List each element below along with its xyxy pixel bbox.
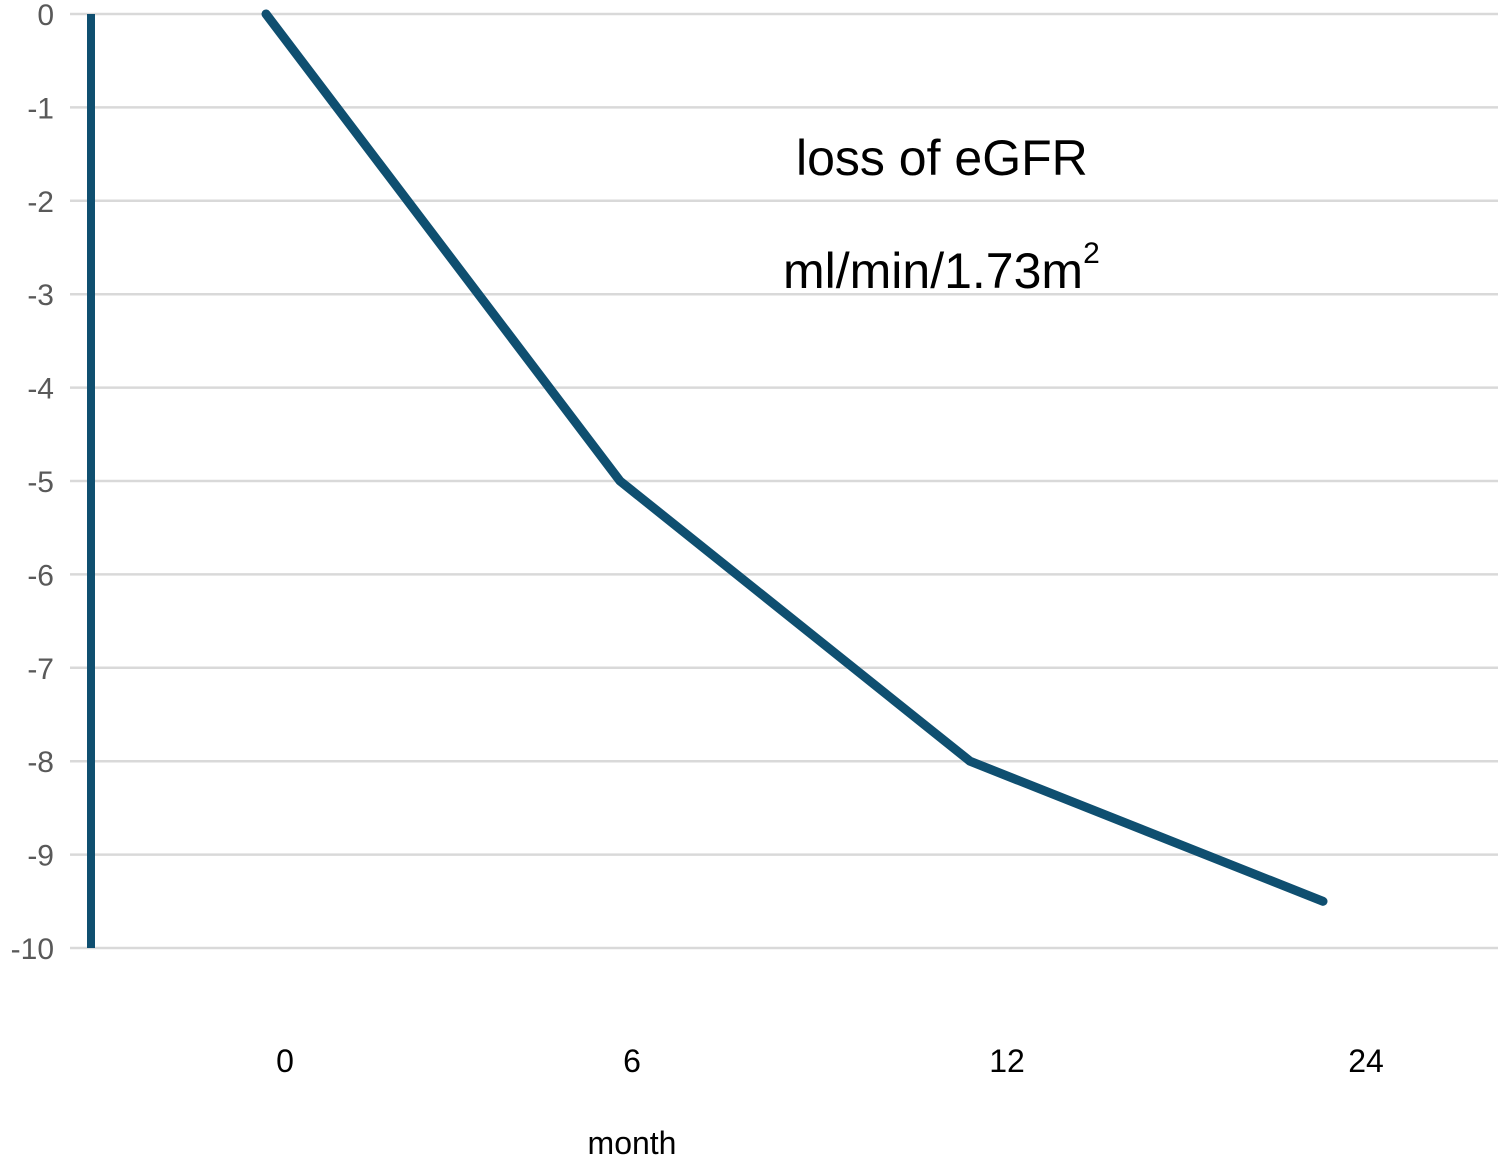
annotation-unit-base: ml/min/1.73m xyxy=(783,243,1083,299)
y-axis-ticks: 0 -1 -2 -3 -4 -5 -6 -7 -8 -9 -10 xyxy=(11,0,54,966)
x-tick-label: 12 xyxy=(989,1043,1025,1079)
y-tick-label: -5 xyxy=(27,466,54,499)
y-tick-label: -9 xyxy=(27,840,54,873)
gridlines xyxy=(70,12,1498,950)
y-tick-label: 0 xyxy=(37,0,54,32)
series-layer xyxy=(261,9,1328,906)
series-line xyxy=(261,9,1328,906)
x-tick-label: 0 xyxy=(276,1043,294,1079)
y-tick-label: -1 xyxy=(27,92,54,125)
annotation-unit: ml/min/1.73m2 xyxy=(783,237,1100,299)
y-tick-label: -8 xyxy=(27,746,54,779)
y-tick-label: -4 xyxy=(27,373,54,406)
y-tick-label: -10 xyxy=(11,933,54,966)
x-tick-label: 6 xyxy=(623,1043,641,1079)
y-tick-label: -2 xyxy=(27,186,54,219)
y-tick-label: -7 xyxy=(27,653,54,686)
y-tick-label: -3 xyxy=(27,279,54,312)
x-tick-label: 24 xyxy=(1348,1043,1384,1079)
annotation-unit-superscript: 2 xyxy=(1083,237,1100,270)
y-tick-label: -6 xyxy=(27,559,54,592)
x-axis-label: month xyxy=(588,1125,677,1156)
x-axis-ticks: 0 6 12 24 xyxy=(276,1043,1384,1079)
annotation-title: loss of eGFR xyxy=(796,130,1088,186)
